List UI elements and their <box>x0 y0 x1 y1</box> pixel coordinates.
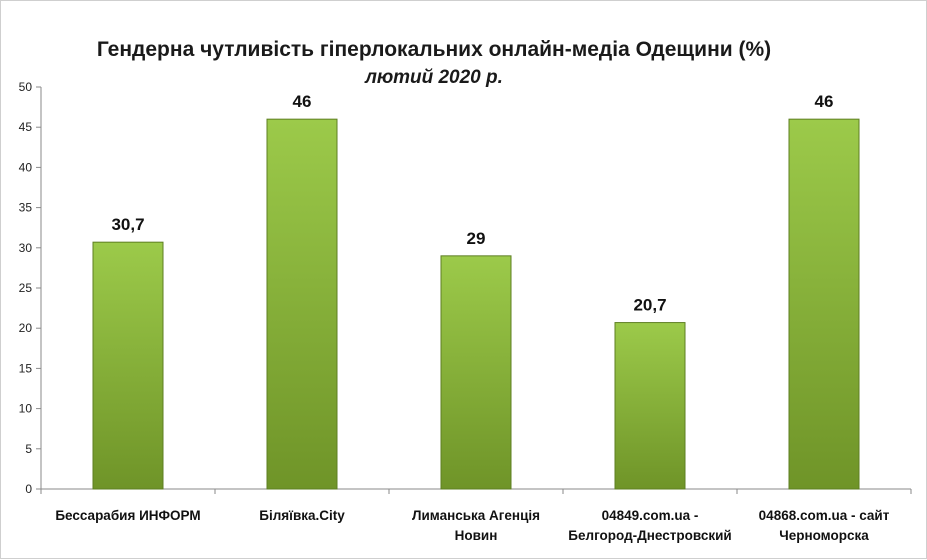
x-tick-label: Біляївка.City <box>259 508 345 523</box>
y-tick-label: 50 <box>19 80 33 94</box>
x-tick-label: Бессарабия ИНФОРМ <box>55 508 200 523</box>
x-tick-label: Белгород-Днестровский <box>568 528 731 543</box>
data-label: 29 <box>467 229 486 248</box>
y-tick-label: 35 <box>19 201 33 215</box>
bar <box>614 322 686 490</box>
x-tick-label: Новин <box>455 528 498 543</box>
bar <box>788 118 860 490</box>
y-tick-label: 5 <box>25 442 32 456</box>
y-tick-label: 15 <box>19 361 33 375</box>
data-label: 46 <box>293 92 312 111</box>
y-tick-label: 0 <box>25 482 32 496</box>
bar <box>92 241 164 490</box>
x-tick-label: Лиманська Агенція <box>412 508 540 523</box>
x-tick-label: 04849.com.ua - <box>602 508 699 523</box>
x-tick-label: 04868.com.ua - сайт <box>759 508 890 523</box>
data-label: 30,7 <box>111 215 144 234</box>
bar <box>440 255 512 490</box>
y-tick-label: 40 <box>19 160 33 174</box>
y-tick-label: 20 <box>19 321 33 335</box>
y-tick-label: 25 <box>19 281 33 295</box>
labels: 30,7 Бессарабия ИНФОРМ 46 Біляївка.City 29 Ли… <box>55 92 889 543</box>
y-tick-label: 30 <box>19 241 33 255</box>
axes: 0 5 10 15 20 25 30 35 40 45 50 <box>19 80 912 496</box>
bar <box>266 118 338 490</box>
bars <box>92 118 860 490</box>
chart-subtitle: лютий 2020 р. <box>364 67 503 88</box>
chart-title: Гендерна чутливість гіперлокальних онлай… <box>97 38 771 61</box>
x-tick-label: Черноморска <box>779 528 869 543</box>
data-label: 46 <box>815 92 834 111</box>
data-label: 20,7 <box>633 296 666 315</box>
y-tick-label: 10 <box>19 402 33 416</box>
y-tick-label: 45 <box>19 120 33 134</box>
